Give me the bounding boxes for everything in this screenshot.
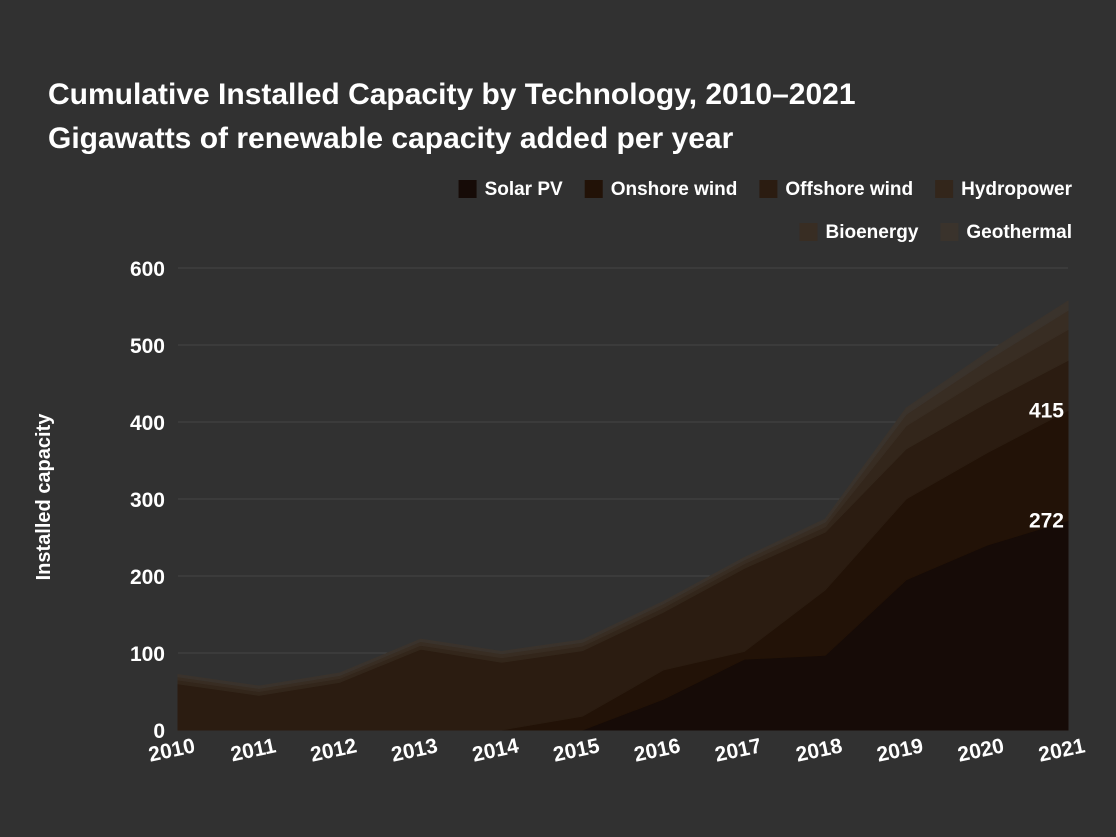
x-tick-label: 2014 — [470, 734, 521, 766]
legend-item: Bioenergy — [799, 222, 919, 243]
y-tick-label: 100 — [130, 643, 165, 666]
x-tick-label: 2019 — [875, 734, 925, 766]
y-tick-label: 400 — [130, 412, 165, 435]
data-labels: 272 415 — [1029, 399, 1064, 532]
legend-item: Offshore wind — [759, 179, 913, 200]
end-data-label: 415 — [1029, 399, 1064, 422]
legend-label: Geothermal — [966, 222, 1072, 243]
y-tick-label: 500 — [130, 335, 165, 358]
y-tick-label: 0 — [153, 720, 165, 743]
legend-swatch — [458, 180, 477, 198]
legend-item: Onshore wind — [584, 179, 738, 200]
y-axis-title: Installed capacity — [33, 413, 55, 581]
legend-swatch — [759, 180, 778, 198]
chart-title-line: Cumulative Installed Capacity by Technol… — [48, 78, 856, 111]
legend-item: Geothermal — [940, 222, 1072, 243]
legend-swatch — [799, 223, 818, 241]
y-axis-ticks: 0 100 200 300 400 500 600 — [130, 258, 165, 743]
x-tick-label: 2013 — [389, 734, 439, 766]
x-tick-label: 2020 — [956, 734, 1006, 766]
legend-item: Hydropower — [935, 179, 1073, 200]
x-axis-ticks: 2010 2011 2012 2013 2014 2015 2016 2017 2018 2019… — [147, 734, 1088, 766]
y-tick-label: 600 — [130, 258, 165, 281]
chart-title: Cumulative Installed Capacity by Technol… — [48, 78, 856, 155]
legend-swatch — [584, 180, 603, 198]
x-tick-label: 2011 — [229, 734, 279, 766]
legend: Solar PV Onshore wind Offshore wind Hydropo… — [458, 179, 1073, 243]
x-tick-label: 2015 — [551, 734, 602, 766]
legend-label: Onshore wind — [611, 179, 738, 200]
x-tick-label: 2016 — [632, 734, 682, 766]
legend-item: Solar PV — [458, 179, 563, 200]
legend-label: Solar PV — [485, 179, 563, 200]
legend-label: Hydropower — [961, 179, 1072, 200]
x-tick-label: 2021 — [1037, 734, 1088, 766]
y-tick-label: 200 — [130, 566, 165, 589]
plot-area — [177, 300, 1069, 731]
grid — [178, 267, 1068, 731]
end-data-label: 272 — [1029, 510, 1064, 533]
legend-label: Offshore wind — [785, 179, 913, 200]
area-series-5 — [177, 300, 1069, 689]
x-tick-label: 2017 — [713, 734, 763, 766]
x-tick-label: 2012 — [308, 734, 358, 766]
x-tick-label: 2018 — [794, 734, 845, 766]
legend-swatch — [935, 180, 954, 198]
y-tick-label: 300 — [130, 489, 165, 512]
legend-label: Bioenergy — [825, 222, 918, 243]
legend-swatch — [940, 223, 959, 241]
chart-title-line: Gigawatts of renewable capacity added pe… — [48, 122, 734, 155]
